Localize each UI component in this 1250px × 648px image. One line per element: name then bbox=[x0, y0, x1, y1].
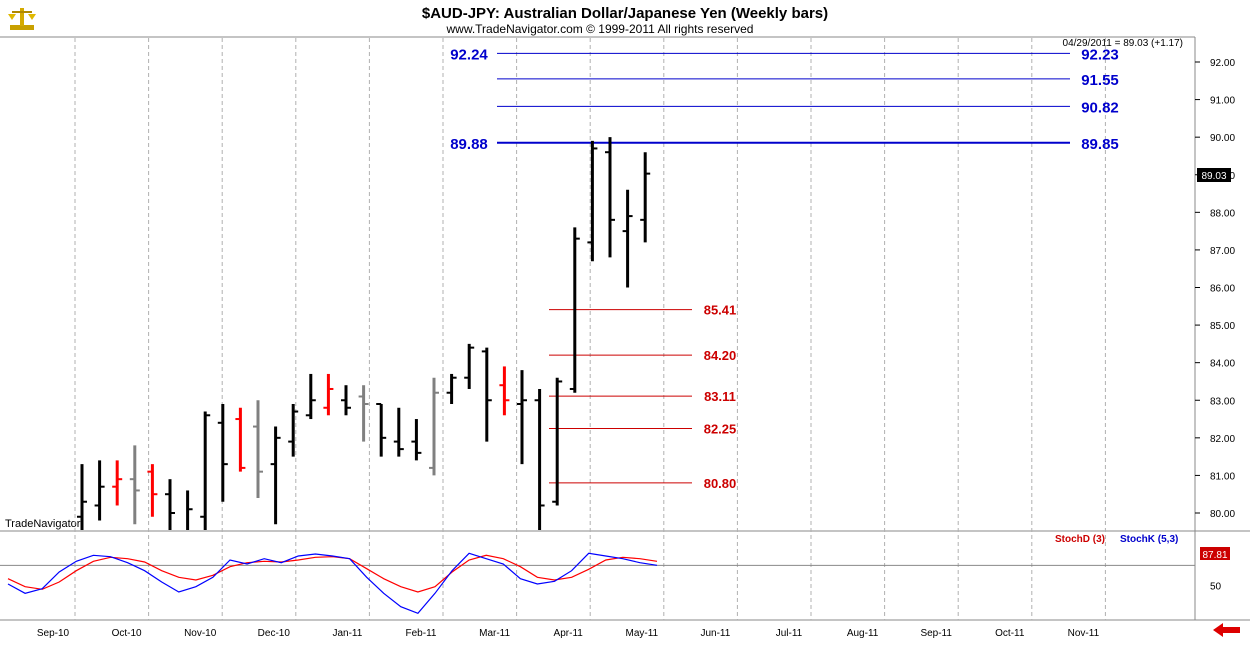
y-tick-label: 80.00 bbox=[1210, 509, 1235, 520]
y-tick-label: 86.00 bbox=[1210, 284, 1235, 295]
level-label: 83.11 bbox=[704, 389, 736, 404]
level-label-left: 92.24 bbox=[450, 46, 488, 63]
level-label: 84.20 bbox=[704, 348, 737, 363]
y-tick-label: 91.00 bbox=[1210, 96, 1235, 107]
level-label: 92.23 bbox=[1081, 46, 1119, 63]
x-tick-label: Oct-11 bbox=[995, 628, 1025, 639]
y-tick-label: 84.00 bbox=[1210, 359, 1235, 370]
y-tick-label: 85.00 bbox=[1210, 321, 1235, 332]
x-tick-label: Jan-11 bbox=[332, 628, 362, 639]
y-tick-label: 88.00 bbox=[1210, 208, 1235, 219]
stoch-tick-label: 50 bbox=[1210, 581, 1222, 592]
copyright: www.TradeNavigator.com © 1999-2011 All r… bbox=[446, 22, 754, 36]
gold-scales-icon bbox=[8, 8, 36, 30]
legend-stochd: StochD (3) bbox=[1055, 534, 1105, 545]
y-tick-label: 82.00 bbox=[1210, 434, 1235, 445]
x-tick-label: May-11 bbox=[625, 628, 658, 639]
level-label: 82.25 bbox=[704, 421, 737, 436]
level-label-left: 89.88 bbox=[450, 136, 488, 153]
x-tick-label: Aug-11 bbox=[847, 628, 879, 639]
red-left-arrow-icon[interactable] bbox=[1213, 623, 1240, 637]
x-tick-label: Oct-10 bbox=[112, 628, 142, 639]
x-tick-label: Jun-11 bbox=[700, 628, 730, 639]
legend-stochk: StochK (5,3) bbox=[1120, 534, 1178, 545]
watermark: TradeNavigator bbox=[5, 518, 81, 530]
level-label: 80.80 bbox=[704, 476, 737, 491]
x-tick-label: Nov-10 bbox=[184, 628, 217, 639]
x-tick-label: Sep-11 bbox=[920, 628, 952, 639]
x-tick-label: Sep-10 bbox=[37, 628, 70, 639]
x-tick-label: Jul-11 bbox=[776, 628, 803, 639]
level-label: 85.41 bbox=[704, 303, 737, 318]
stoch-series-line bbox=[7, 552, 658, 615]
y-tick-label: 81.00 bbox=[1210, 471, 1235, 482]
x-tick-label: Mar-11 bbox=[479, 628, 510, 639]
x-tick-label: Nov-11 bbox=[1068, 628, 1100, 639]
y-tick-label: 92.00 bbox=[1210, 58, 1235, 69]
stoch-series-line bbox=[7, 554, 658, 593]
level-label: 89.85 bbox=[1081, 136, 1119, 153]
stoch-value-tag: 87.81 bbox=[1202, 550, 1227, 561]
y-tick-label: 83.00 bbox=[1210, 396, 1235, 407]
level-label: 90.82 bbox=[1081, 99, 1119, 116]
last-price-tag: 89.03 bbox=[1201, 171, 1226, 182]
y-tick-label: 87.00 bbox=[1210, 246, 1235, 257]
level-label: 91.55 bbox=[1081, 72, 1119, 89]
x-tick-label: Feb-11 bbox=[406, 628, 437, 639]
y-tick-label: 90.00 bbox=[1210, 133, 1235, 144]
chart-title: $AUD-JPY: Australian Dollar/Japanese Yen… bbox=[422, 5, 828, 22]
x-tick-label: Dec-10 bbox=[258, 628, 291, 639]
x-tick-label: Apr-11 bbox=[554, 628, 584, 639]
last-quote: 04/29/2011 = 89.03 (+1.17) bbox=[1063, 38, 1183, 49]
